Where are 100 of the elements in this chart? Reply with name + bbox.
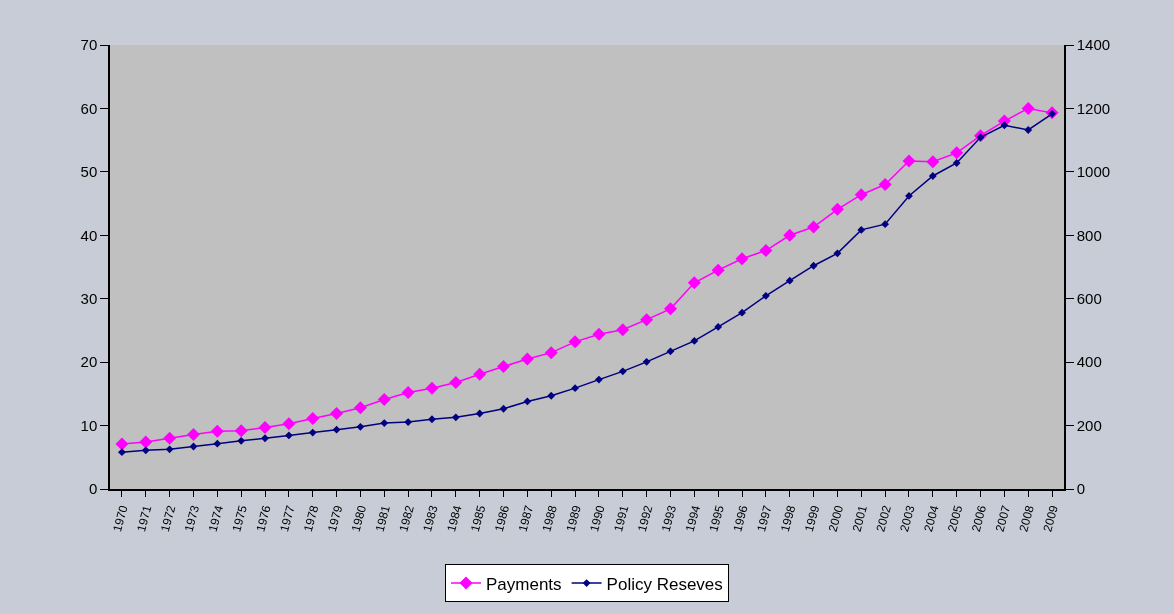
point bbox=[902, 154, 916, 168]
legend-label: Payments bbox=[486, 574, 562, 594]
x-tick-label: 1989 bbox=[563, 503, 584, 534]
y-tick-label: 30 bbox=[80, 289, 98, 307]
point bbox=[1000, 121, 1009, 130]
point bbox=[568, 335, 582, 349]
point bbox=[1021, 101, 1035, 115]
x-tick-label: 1976 bbox=[253, 503, 274, 534]
point bbox=[141, 446, 150, 455]
point bbox=[666, 347, 675, 356]
point bbox=[118, 448, 126, 457]
x-tick-label: 1975 bbox=[229, 503, 250, 534]
x-tick-label: 1979 bbox=[324, 503, 346, 534]
x-tick-label: 1985 bbox=[467, 503, 489, 534]
point bbox=[595, 375, 603, 384]
point bbox=[857, 225, 866, 234]
y-tick-label: 40 bbox=[80, 226, 98, 244]
y2-tick-label: 0 bbox=[1076, 480, 1086, 498]
legend-label: Policy Reseves bbox=[606, 574, 723, 594]
x-tick-label: 1997 bbox=[754, 503, 775, 534]
y-tick-label: 50 bbox=[80, 163, 98, 181]
point bbox=[234, 424, 248, 438]
point bbox=[165, 445, 174, 454]
point bbox=[210, 424, 224, 438]
point bbox=[425, 381, 439, 395]
point bbox=[261, 434, 269, 443]
x-tick-label: 1992 bbox=[634, 503, 656, 534]
y2-tick-label: 400 bbox=[1076, 353, 1102, 371]
point bbox=[785, 276, 794, 285]
point bbox=[854, 188, 868, 202]
point bbox=[783, 228, 797, 242]
x-tick-label: 1993 bbox=[658, 503, 680, 534]
point bbox=[928, 172, 937, 180]
point bbox=[592, 327, 606, 341]
point bbox=[711, 263, 725, 277]
x-tick-label: 2003 bbox=[897, 503, 918, 534]
x-tick-label: 1971 bbox=[134, 503, 155, 534]
x-tick-label: 1978 bbox=[300, 503, 322, 534]
point bbox=[451, 413, 460, 422]
point bbox=[640, 313, 654, 327]
point bbox=[809, 261, 818, 270]
y2-tick-label: 1400 bbox=[1076, 36, 1111, 54]
y2-tick-label: 1000 bbox=[1076, 163, 1111, 181]
x-tick-label: 1986 bbox=[491, 503, 513, 534]
point bbox=[544, 346, 558, 360]
point bbox=[353, 401, 367, 415]
x-tick-label: 1982 bbox=[396, 503, 417, 534]
x-tick-label: 1972 bbox=[157, 503, 179, 534]
x-tick-label: 1998 bbox=[777, 503, 799, 534]
x-tick-label: 1988 bbox=[539, 503, 561, 534]
point bbox=[663, 302, 677, 316]
x-tick-label: 1995 bbox=[706, 503, 727, 534]
point bbox=[499, 404, 508, 413]
x-tick-label: 1994 bbox=[682, 503, 704, 534]
point bbox=[830, 202, 844, 216]
x-tick-label: 1991 bbox=[611, 503, 632, 534]
point bbox=[308, 428, 317, 437]
point bbox=[520, 352, 534, 366]
point bbox=[1024, 126, 1033, 134]
point bbox=[404, 418, 413, 426]
point bbox=[878, 178, 892, 192]
point bbox=[306, 412, 320, 426]
x-tick-label: 1983 bbox=[420, 503, 441, 534]
point bbox=[807, 220, 821, 234]
point bbox=[497, 360, 511, 374]
x-tick-label: 1987 bbox=[515, 503, 537, 534]
point bbox=[759, 244, 773, 258]
point bbox=[950, 146, 964, 160]
point bbox=[282, 417, 296, 431]
point bbox=[258, 420, 272, 434]
y2-tick-label: 800 bbox=[1076, 226, 1102, 244]
point bbox=[735, 252, 749, 266]
point bbox=[401, 386, 415, 400]
x-tick-label: 1980 bbox=[348, 503, 370, 534]
point bbox=[449, 375, 463, 389]
point bbox=[690, 336, 699, 345]
point bbox=[761, 291, 770, 300]
x-tick-label: 1970 bbox=[110, 503, 131, 534]
point bbox=[523, 397, 532, 406]
x-tick-label: 2000 bbox=[825, 503, 847, 534]
point bbox=[475, 409, 484, 418]
point bbox=[213, 439, 222, 448]
point bbox=[618, 367, 627, 376]
point bbox=[330, 407, 344, 421]
y-tick-label: 10 bbox=[80, 416, 98, 434]
point bbox=[881, 220, 890, 229]
point bbox=[332, 425, 341, 434]
x-tick-label: 1973 bbox=[181, 503, 203, 534]
x-tick-label: 1984 bbox=[444, 503, 465, 534]
point bbox=[738, 308, 746, 317]
point bbox=[687, 276, 701, 290]
y-tick-label: 20 bbox=[80, 353, 98, 371]
x-tick-label: 2002 bbox=[873, 503, 894, 534]
point bbox=[926, 155, 940, 169]
point bbox=[428, 415, 436, 424]
point bbox=[284, 431, 293, 440]
x-tick-label: 1974 bbox=[205, 503, 227, 534]
x-tick-label: 2008 bbox=[1016, 503, 1038, 534]
y2-tick-label: 600 bbox=[1076, 289, 1102, 307]
y2-tick-label: 200 bbox=[1076, 416, 1102, 434]
